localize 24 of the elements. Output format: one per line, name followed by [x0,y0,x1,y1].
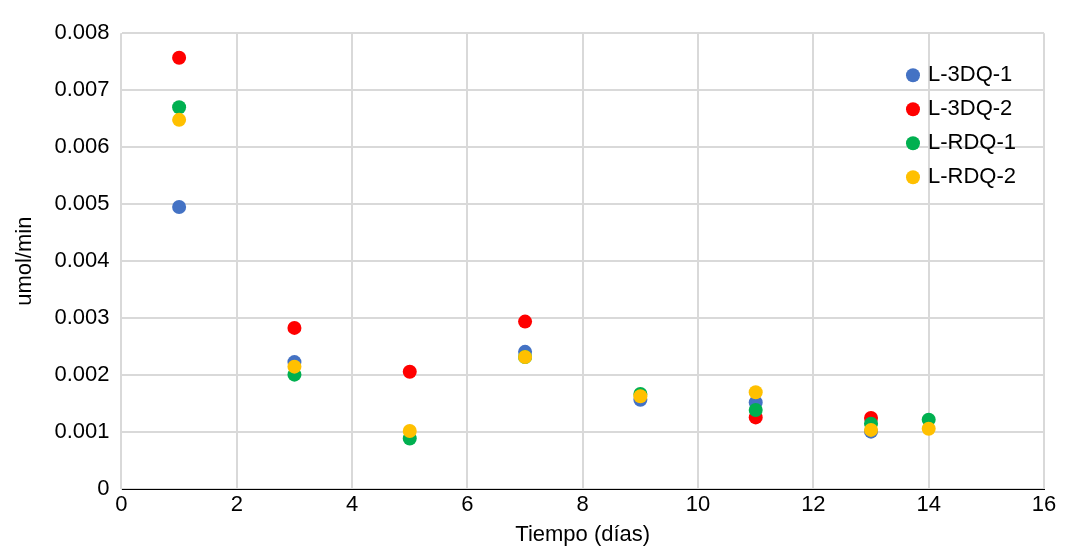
y-tick-label: 0.008 [54,19,110,45]
legend-label: L-RDQ-1 [927,129,1016,155]
y-tick-label: 0.006 [54,133,110,159]
y-tick-label: 0.004 [54,247,110,273]
y-tick-label: 0.003 [54,304,110,330]
legend-label: L-3DQ-1 [927,61,1013,87]
y-tick-label: 0 [97,475,110,501]
legend-label: L-RDQ-2 [927,163,1016,189]
y-tick-label: 0.001 [54,418,110,444]
x-tick-label: 16 [1031,491,1057,517]
x-axis-title: Tiempo (días) [515,520,651,546]
y-axis-title: umol/min [11,216,37,306]
y-tick-label: 0.002 [54,361,110,387]
x-tick-label: 0 [115,491,128,517]
legend-label: L-3DQ-2 [927,95,1013,121]
x-tick-label: 6 [461,491,474,517]
x-tick-label: 14 [916,491,941,517]
x-tick-label: 8 [576,491,589,517]
y-tick-label: 0.007 [54,76,110,102]
x-tick-label: 10 [685,491,711,517]
x-tick-label: 4 [345,491,359,517]
x-tick-label: 12 [801,491,826,517]
y-tick-label: 0.005 [54,190,110,216]
x-tick-label: 2 [230,491,243,517]
